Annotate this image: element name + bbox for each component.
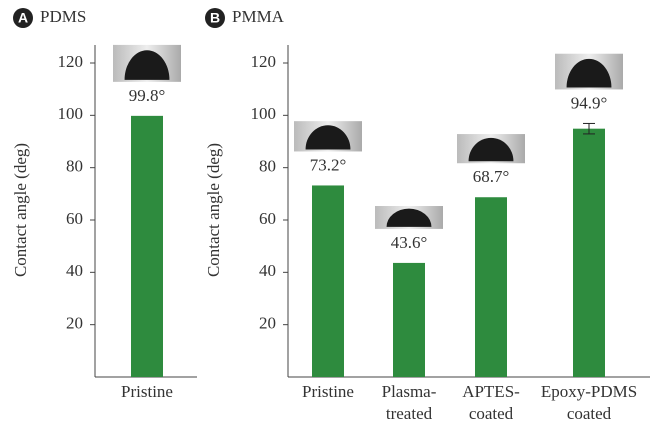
x-tick-label: coated [567,404,612,423]
y-tick-label: 100 [58,104,84,123]
y-tick-label: 120 [58,52,84,71]
value-label: 43.6° [391,233,428,252]
y-tick-label: 40 [259,261,276,280]
x-tick-label: Plasma- [382,382,437,401]
y-tick-label: 20 [66,314,83,333]
value-label: 94.9° [571,93,608,112]
panel-label: B [210,10,220,26]
x-tick-label: Pristine [302,382,354,401]
y-tick-label: 20 [259,314,276,333]
x-tick-label: treated [386,404,433,423]
y-axis-label: Contact angle (deg) [11,143,30,277]
value-label: 73.2° [310,155,347,174]
panel-label: A [18,10,28,26]
figure: A PDMS Contact angle (deg) 20 40 60 80 100 120 99… [0,0,663,426]
y-axis-label: Contact angle (deg) [204,143,223,277]
value-label: 99.8° [129,86,166,105]
y-tick-label: 100 [251,104,277,123]
x-tick-label: Epoxy-PDMS [541,382,637,401]
bar [475,197,507,377]
panel-title: PDMS [40,7,86,26]
panel-title: PMMA [232,7,285,26]
y-tick-label: 80 [259,157,276,176]
x-tick-label: Pristine [121,382,173,401]
bar [131,116,163,377]
bar [393,263,425,377]
bar [312,185,344,377]
bar [573,129,605,377]
y-tick-label: 60 [259,209,276,228]
y-tick-label: 40 [66,261,83,280]
y-tick-label: 60 [66,209,83,228]
x-tick-label: coated [469,404,514,423]
value-label: 68.7° [473,167,510,186]
y-tick-label: 120 [251,52,277,71]
x-tick-label: APTES- [462,382,520,401]
y-tick-label: 80 [66,157,83,176]
